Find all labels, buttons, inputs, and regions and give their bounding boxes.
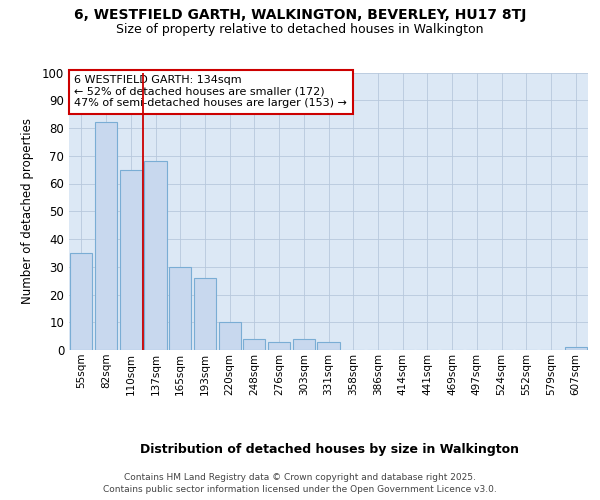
Y-axis label: Number of detached properties: Number of detached properties xyxy=(20,118,34,304)
Bar xyxy=(218,322,241,350)
Bar xyxy=(317,342,340,350)
Bar xyxy=(565,347,587,350)
Bar xyxy=(169,267,191,350)
Text: Contains HM Land Registry data © Crown copyright and database right 2025.: Contains HM Land Registry data © Crown c… xyxy=(124,472,476,482)
Text: Size of property relative to detached houses in Walkington: Size of property relative to detached ho… xyxy=(116,22,484,36)
Bar xyxy=(145,162,167,350)
Bar xyxy=(268,342,290,350)
Bar xyxy=(243,339,265,350)
Text: 6, WESTFIELD GARTH, WALKINGTON, BEVERLEY, HU17 8TJ: 6, WESTFIELD GARTH, WALKINGTON, BEVERLEY… xyxy=(74,8,526,22)
Text: Contains public sector information licensed under the Open Government Licence v3: Contains public sector information licen… xyxy=(103,485,497,494)
Bar xyxy=(119,170,142,350)
Bar xyxy=(70,253,92,350)
Bar xyxy=(194,278,216,350)
Bar xyxy=(293,339,315,350)
Bar xyxy=(95,122,117,350)
Text: 6 WESTFIELD GARTH: 134sqm
← 52% of detached houses are smaller (172)
47% of semi: 6 WESTFIELD GARTH: 134sqm ← 52% of detac… xyxy=(74,76,347,108)
Text: Distribution of detached houses by size in Walkington: Distribution of detached houses by size … xyxy=(140,442,520,456)
